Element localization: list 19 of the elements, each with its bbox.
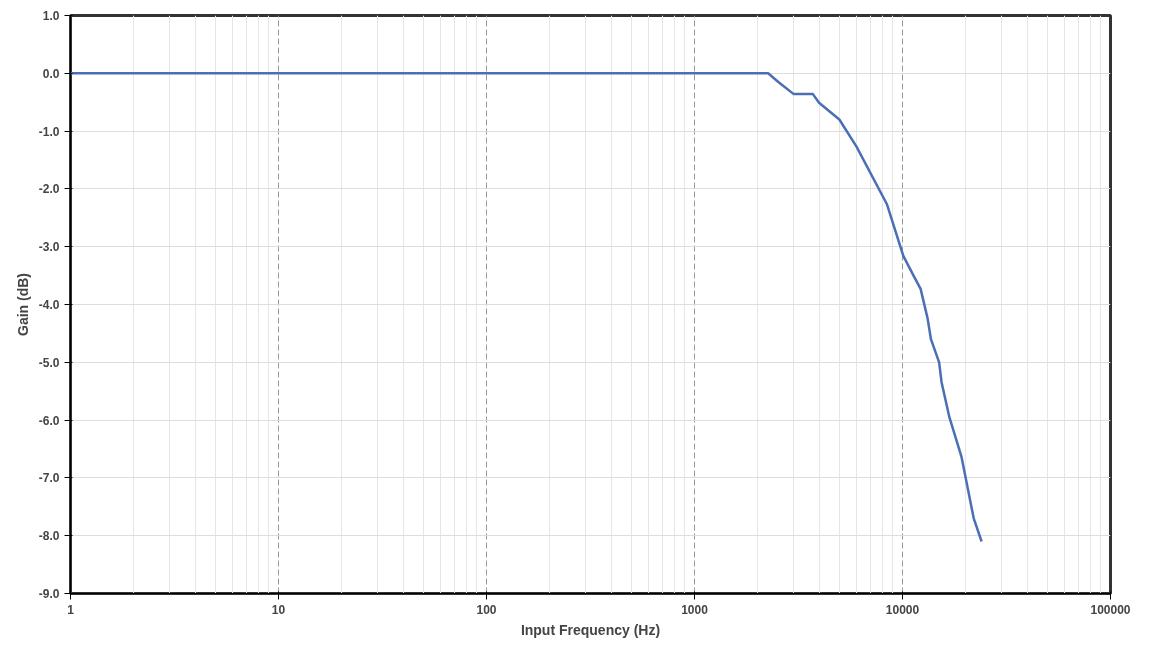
y-tick-label: -9.0 [38, 587, 60, 601]
y-tick-label: -4.0 [38, 298, 60, 312]
x-tick-label: 10000 [885, 602, 920, 617]
x-tick-label: 1 [67, 602, 75, 617]
x-tick-label: 100000 [1090, 602, 1131, 617]
y-tick-label: 0.0 [42, 66, 60, 81]
y-tick-label: -7.0 [38, 471, 60, 486]
y-axis-title: Gain (dB) [14, 273, 31, 336]
y-tick-label: -6.0 [38, 413, 60, 428]
x-tick-label: 1000 [681, 602, 709, 617]
y-tick-label: -5.0 [38, 355, 60, 370]
y-tick-label: -2.0 [38, 182, 60, 197]
x-axis-title: Input Frequency (Hz) [520, 621, 661, 638]
y-tick-label: -8.0 [38, 529, 60, 544]
y-tick-label: -3.0 [38, 240, 60, 255]
y-tick-label: -1.0 [38, 124, 60, 139]
x-tick-label: 10 [271, 602, 286, 617]
y-tick-label: 1.0 [42, 9, 60, 23]
x-tick-label: 100 [476, 602, 497, 617]
